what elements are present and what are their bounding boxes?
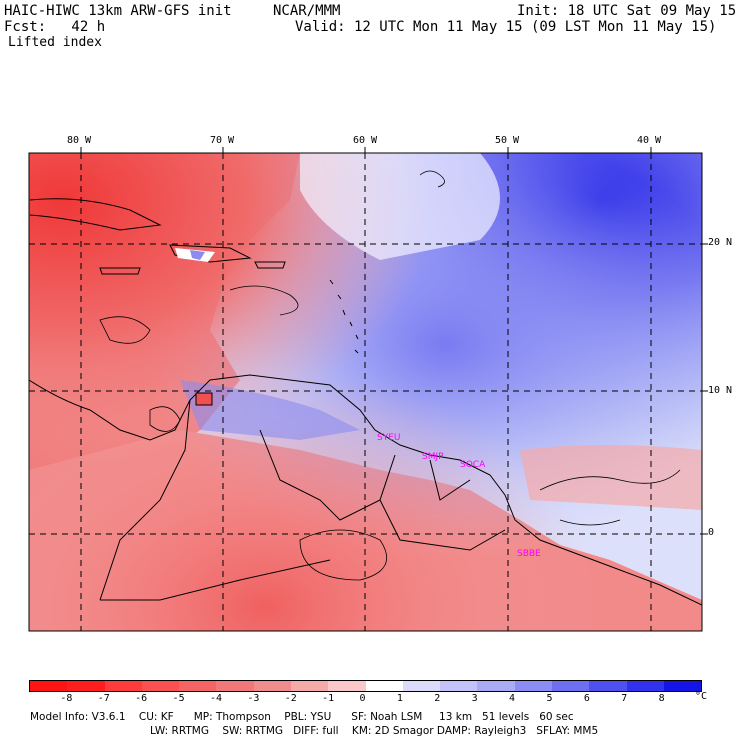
valid-time: Valid: 12 UTC Mon 11 May 15 (09 LST Mon … bbox=[295, 19, 717, 35]
station-label-sbbe: SBBE bbox=[517, 549, 541, 559]
colorbar-tick-label: -1 bbox=[322, 693, 335, 704]
colorbar-tick-label: -3 bbox=[247, 693, 260, 704]
colorbar-segment bbox=[328, 681, 366, 691]
lon-label-70w: 70 W bbox=[210, 135, 235, 146]
lon-label-50w: 50 W bbox=[495, 135, 520, 146]
colorbar-tick-label: -5 bbox=[172, 693, 185, 704]
colorbar-segment bbox=[589, 681, 627, 691]
colorbar-segment bbox=[402, 681, 441, 691]
colorbar-tick-label: 4 bbox=[509, 693, 516, 704]
colorbar-tick-label: -4 bbox=[209, 693, 222, 704]
colorbar-unit: °C bbox=[695, 691, 708, 702]
colorbar-segment bbox=[514, 681, 552, 691]
colorbar-segment bbox=[290, 681, 329, 691]
station-label-soca: SOCA bbox=[460, 460, 486, 470]
colorbar-segment bbox=[67, 681, 105, 691]
colorbar-segment bbox=[179, 681, 217, 691]
lat-label-0: 0 bbox=[708, 527, 715, 538]
colorbar bbox=[29, 680, 702, 692]
colorbar-tick-label: 0 bbox=[359, 693, 366, 704]
org-label: NCAR/MMM bbox=[273, 3, 341, 19]
colorbar-tick-label: -6 bbox=[135, 693, 148, 704]
colorbar-segment bbox=[626, 681, 664, 691]
colorbar-segment bbox=[216, 681, 254, 691]
field-name: Lifted index bbox=[8, 35, 102, 50]
colorbar-segment bbox=[141, 681, 180, 691]
colorbar-segment bbox=[477, 681, 515, 691]
colorbar-tick-label: 2 bbox=[434, 693, 441, 704]
lat-label-10n: 10 N bbox=[708, 385, 733, 396]
colorbar-tick-label: -7 bbox=[97, 693, 110, 704]
colorbar-segment bbox=[253, 681, 291, 691]
station-label-smjp: SMJP bbox=[422, 452, 444, 462]
colorbar-tick-label: -8 bbox=[60, 693, 73, 704]
colorbar-tick-label: 1 bbox=[396, 693, 403, 704]
colorbar-segment bbox=[440, 681, 478, 691]
colorbar-segment bbox=[365, 681, 403, 691]
lon-label-80w: 80 W bbox=[67, 135, 92, 146]
colorbar-tick-label: 7 bbox=[621, 693, 628, 704]
colorbar-segment bbox=[30, 681, 68, 691]
colorbar-tick-label: 3 bbox=[471, 693, 478, 704]
station-label-syeu: SYEU bbox=[377, 433, 400, 443]
colorbar-tick-label: 6 bbox=[583, 693, 590, 704]
colorbar-tick-label: 5 bbox=[546, 693, 553, 704]
colorbar-tick-label: -2 bbox=[284, 693, 297, 704]
model-info-line2: LW: RRTMG SW: RRTMG DIFF: full KM: 2D Sm… bbox=[150, 725, 599, 737]
init-time: Init: 18 UTC Sat 09 May 15 bbox=[517, 3, 737, 19]
colorbar-segment bbox=[551, 681, 590, 691]
lat-label-20n: 20 N bbox=[708, 237, 733, 248]
colorbar-segment bbox=[663, 681, 702, 691]
colorbar-segment bbox=[104, 681, 142, 691]
model-info-line1: Model Info: V3.6.1 CU: KF MP: Thompson P… bbox=[30, 711, 574, 723]
model-title: HAIC-HIWC 13km ARW-GFS init bbox=[4, 3, 232, 19]
forecast-hour: Fcst: 42 h bbox=[4, 19, 106, 35]
colorbar-tick-label: 8 bbox=[658, 693, 665, 704]
lon-label-40w: 40 W bbox=[637, 135, 662, 146]
lon-label-60w: 60 W bbox=[353, 135, 378, 146]
